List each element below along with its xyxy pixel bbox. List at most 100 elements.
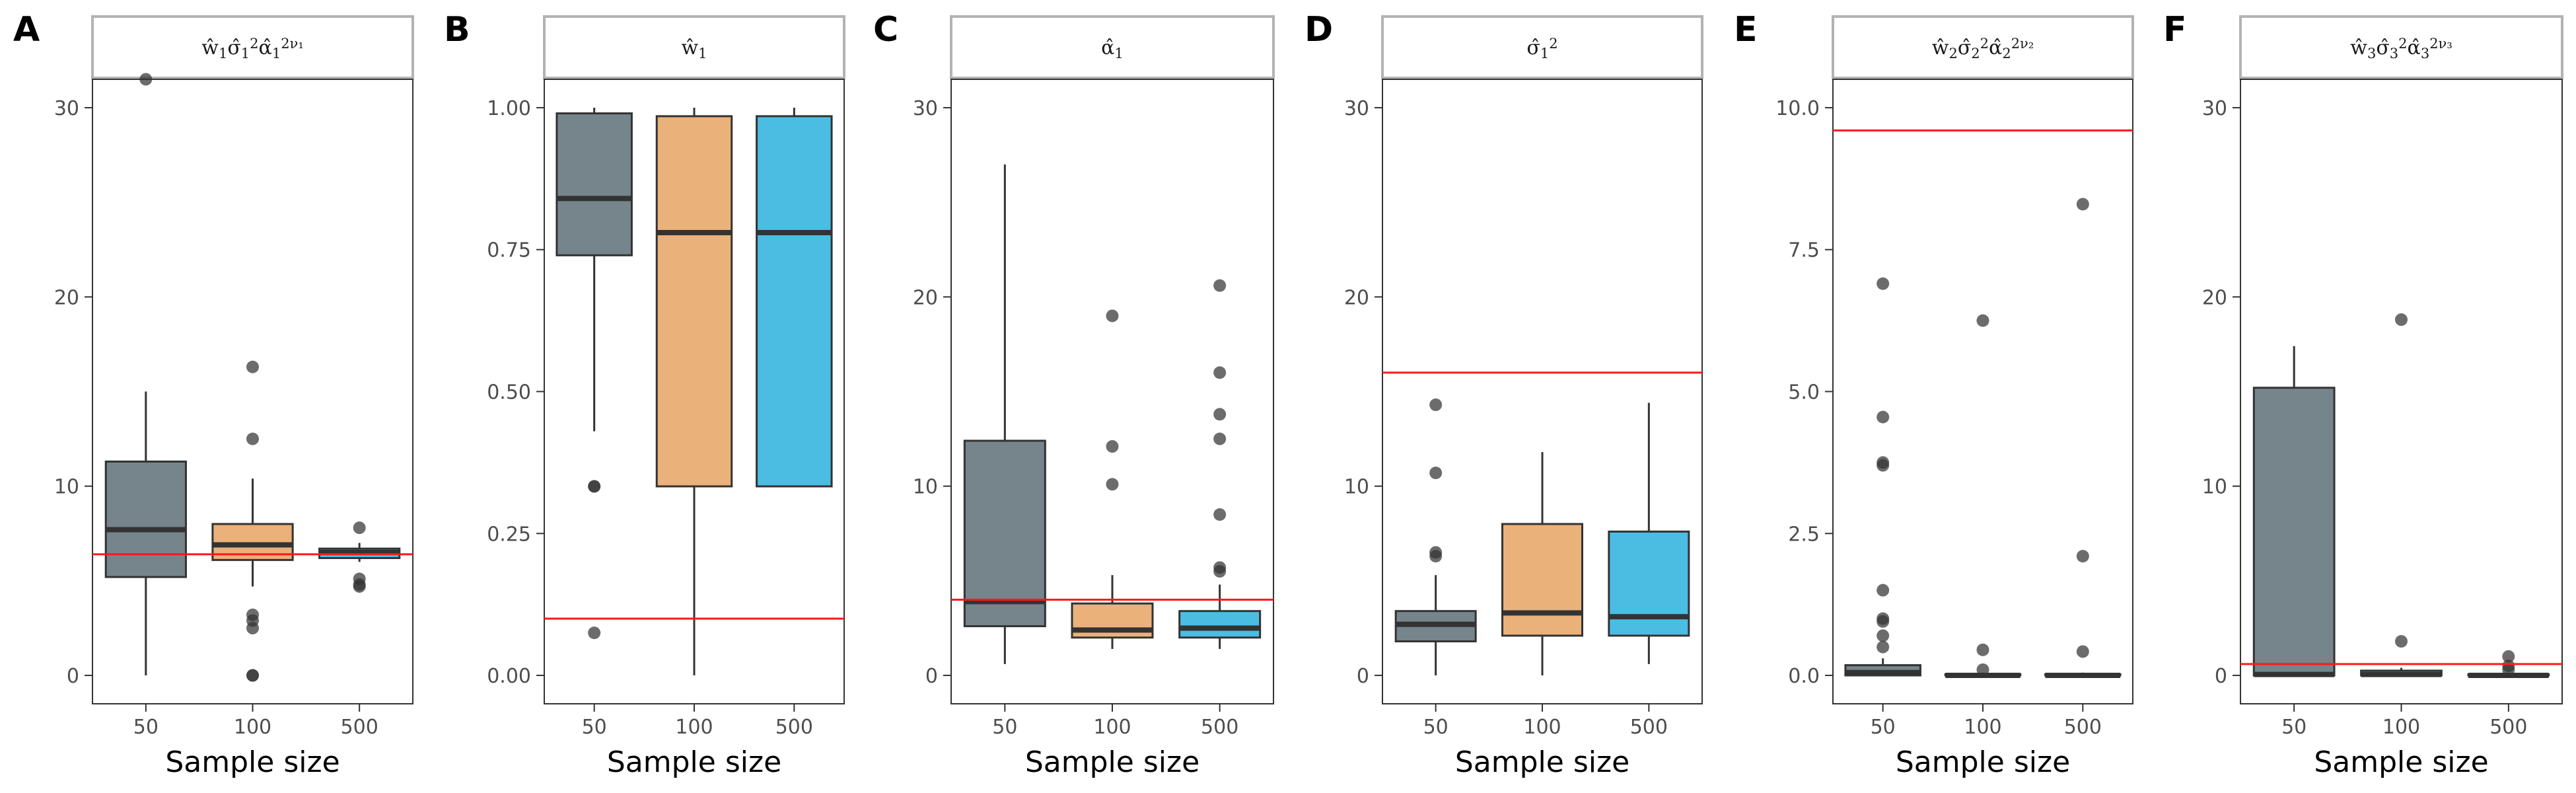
x-tick-label: 50	[582, 716, 607, 739]
strip-title: α̂1	[1101, 36, 1124, 61]
box-500	[2044, 198, 2122, 679]
outlier-point	[2395, 313, 2408, 326]
y-tick-label: 10	[1344, 476, 1369, 499]
y-tick-label: 7.5	[1788, 239, 1820, 262]
x-tick-label: 100	[1523, 716, 1561, 739]
box-50	[2252, 346, 2336, 677]
y-tick-label: 20	[2202, 286, 2227, 309]
facet-strip	[950, 15, 1275, 79]
box-iqr	[963, 439, 1046, 628]
y-tick-label: 1.00	[487, 97, 531, 120]
y-tick-label: 10	[913, 476, 938, 499]
outlier-point	[1877, 277, 1890, 290]
y-tick-label: 2.5	[1788, 523, 1820, 546]
x-tick-label: 500	[1630, 716, 1668, 739]
outlier-point	[1213, 432, 1227, 445]
box-500	[2467, 650, 2550, 679]
y-tick-label: 30	[913, 97, 938, 120]
x-axis-title: Sample size	[1896, 745, 2070, 779]
facet-strip	[91, 15, 414, 79]
outlier-point	[1213, 279, 1227, 292]
box-iqr	[1178, 610, 1262, 639]
facet-strip	[1832, 15, 2134, 79]
x-tick-label: 100	[1964, 716, 2001, 739]
outlier-point	[139, 73, 153, 86]
box-iqr	[1608, 530, 1690, 637]
x-axis-title: Sample size	[1455, 745, 1629, 779]
box-500	[756, 107, 833, 488]
panel-letter: D	[1305, 10, 1333, 50]
x-tick-label: 50	[133, 716, 159, 739]
box-500	[1178, 279, 1262, 649]
outlier-point	[2395, 635, 2408, 648]
outlier-point	[353, 580, 366, 593]
y-tick-label: 20	[1344, 286, 1369, 309]
box-100	[655, 107, 733, 676]
box-iqr	[2252, 387, 2336, 677]
facet-strip	[1381, 15, 1703, 79]
outlier-point	[1877, 459, 1890, 472]
y-tick-label: 10	[54, 476, 79, 499]
box-iqr	[756, 115, 833, 488]
y-tick-label: 30	[2202, 97, 2227, 120]
strip-title: ŵ2σ̂22α̂22ν₂	[1932, 36, 2034, 61]
panel-letter: B	[444, 10, 470, 50]
facet-strip	[2239, 15, 2563, 79]
y-tick-label: 0.50	[487, 381, 531, 404]
y-tick-label: 0.75	[487, 239, 531, 262]
box-50	[555, 107, 633, 640]
x-axis-title: Sample size	[165, 745, 340, 779]
outlier-point	[1213, 565, 1227, 578]
outlier-point	[1877, 629, 1890, 642]
box-100	[2360, 313, 2443, 677]
outlier-point	[1213, 408, 1227, 421]
outlier-point	[1877, 640, 1890, 654]
outlier-point	[1877, 410, 1890, 424]
y-tick-label: 20	[913, 286, 938, 309]
y-tick-label: 0	[1357, 665, 1369, 688]
outlier-point	[353, 521, 366, 535]
x-tick-label: 100	[2382, 716, 2420, 739]
box-iqr	[104, 460, 187, 578]
panel-letter: E	[1734, 10, 1758, 50]
x-axis-title: Sample size	[2314, 745, 2488, 779]
x-tick-label: 500	[2489, 716, 2527, 739]
box-100	[211, 360, 294, 682]
y-tick-label: 0.25	[487, 523, 531, 546]
outlier-point	[1106, 478, 1119, 491]
x-axis-title: Sample size	[1025, 745, 1199, 779]
outlier-point	[2076, 645, 2089, 658]
y-tick-label: 0	[2215, 665, 2227, 688]
box-100	[1944, 314, 2022, 679]
panel-letter: A	[13, 10, 40, 50]
plot-panel	[1832, 79, 2133, 704]
outlier-point	[246, 621, 259, 634]
outlier-point	[1976, 663, 1989, 676]
box-50	[104, 73, 187, 676]
x-tick-label: 50	[1423, 716, 1449, 739]
panel-letter: C	[873, 10, 898, 50]
y-tick-label: 0	[925, 665, 938, 688]
x-tick-label: 50	[2281, 716, 2307, 739]
outlier-point	[2076, 198, 2089, 211]
x-tick-label: 100	[1093, 716, 1131, 739]
outlier-point	[1877, 584, 1890, 597]
outlier-point	[246, 360, 259, 373]
outlier-point	[2076, 550, 2089, 563]
y-tick-label: 0.0	[1788, 665, 1820, 688]
box-100	[1501, 452, 1583, 676]
x-tick-label: 500	[1201, 716, 1238, 739]
x-tick-label: 500	[775, 716, 813, 739]
outlier-point	[1213, 366, 1227, 379]
outlier-point	[588, 480, 601, 493]
box-iqr	[555, 112, 633, 256]
y-tick-label: 0	[67, 665, 79, 688]
box-50	[963, 164, 1046, 664]
box-iqr	[655, 115, 733, 488]
strip-title: ŵ1	[681, 36, 707, 61]
